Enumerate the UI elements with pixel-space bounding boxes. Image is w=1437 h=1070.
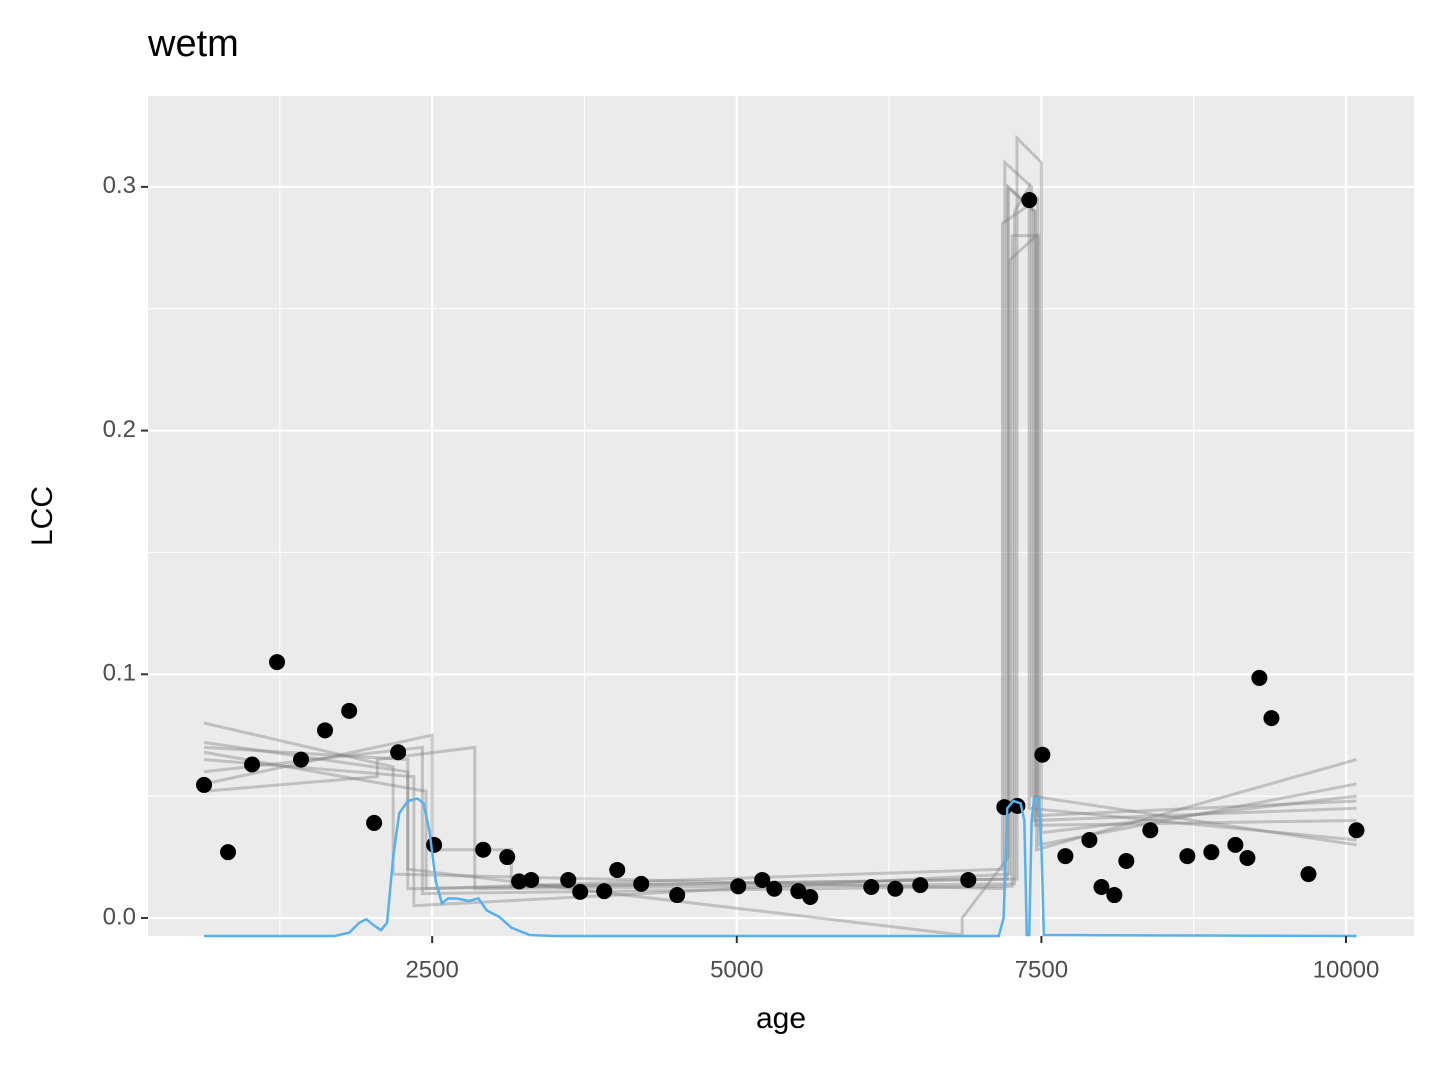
fit-line (203, 196, 1357, 891)
point (802, 889, 819, 906)
point (669, 887, 686, 904)
point (1021, 192, 1038, 209)
x-tick-label: 7500 (1015, 956, 1068, 983)
point (1118, 852, 1135, 869)
density-line (204, 797, 1357, 938)
point (1034, 746, 1051, 763)
fit-line (203, 159, 1357, 891)
point (766, 880, 783, 897)
point (1348, 822, 1365, 839)
fit-line (203, 183, 1357, 937)
point (609, 861, 626, 878)
y-tick-label: 0.1 (103, 660, 136, 687)
point (1106, 887, 1123, 904)
point (596, 883, 613, 900)
point (790, 883, 807, 900)
point (499, 849, 516, 866)
point (754, 871, 771, 888)
point (390, 744, 407, 761)
point (633, 875, 650, 892)
y-axis-label: LCC (26, 486, 59, 546)
fit-line (203, 232, 1357, 908)
point (293, 751, 310, 768)
point (511, 873, 528, 890)
x-tick-label: 5000 (710, 956, 763, 983)
point (1057, 848, 1074, 865)
point (1179, 848, 1196, 865)
point (572, 883, 589, 900)
y-tick-label: 0.2 (103, 416, 136, 443)
point (1227, 836, 1244, 853)
x-tick-label: 10000 (1313, 956, 1380, 983)
x-axis-label: age (756, 1002, 806, 1035)
point (1239, 850, 1256, 867)
point (960, 871, 977, 888)
fit-line (203, 234, 1357, 896)
point (730, 878, 747, 895)
point (1081, 831, 1098, 848)
y-tick-label: 0.0 (103, 903, 136, 930)
point (196, 776, 213, 793)
point (269, 654, 286, 671)
point (426, 836, 443, 853)
fit-line (203, 183, 1357, 891)
point (887, 880, 904, 897)
point (1142, 822, 1159, 839)
point (475, 841, 492, 858)
point (341, 702, 358, 719)
point (560, 871, 577, 888)
point (523, 871, 540, 888)
y-tick-label: 0.3 (103, 172, 136, 199)
point (863, 879, 880, 896)
point (1093, 879, 1110, 896)
point (1203, 844, 1220, 861)
point (366, 814, 383, 831)
x-tick-label: 2500 (405, 956, 458, 983)
point (1251, 669, 1268, 686)
point (244, 756, 261, 773)
point (317, 722, 334, 739)
point (1300, 866, 1317, 883)
chart-title: wetm (147, 23, 239, 65)
marks (196, 134, 1365, 938)
point (912, 877, 929, 894)
point (1263, 710, 1280, 727)
grid (148, 96, 1414, 936)
point (220, 844, 237, 861)
